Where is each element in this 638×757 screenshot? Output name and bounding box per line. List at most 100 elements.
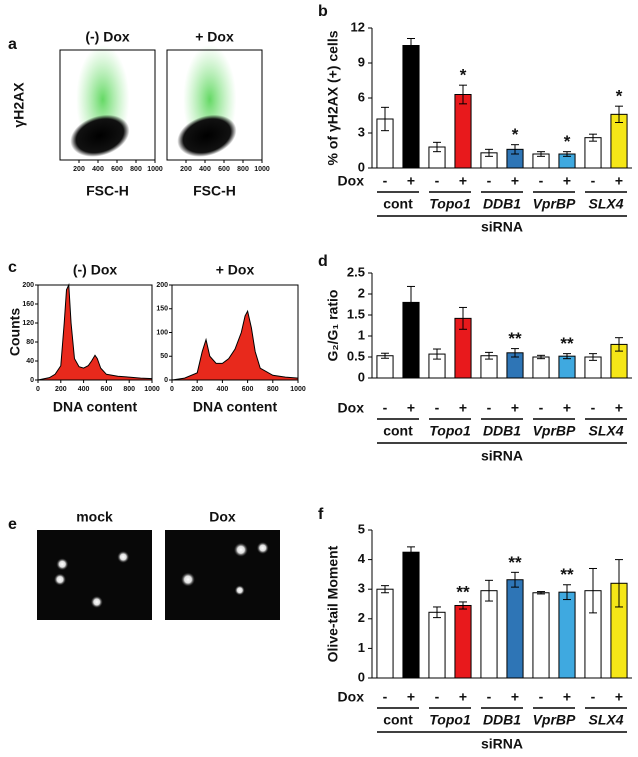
- error-bar: [459, 84, 467, 105]
- bar: [376, 588, 394, 679]
- error-bar: [459, 601, 467, 610]
- dox-sign: +: [615, 689, 623, 705]
- group-axis-label: siRNA: [481, 736, 523, 752]
- dox-sign: -: [591, 400, 596, 416]
- dox-sign: +: [459, 689, 467, 705]
- group-label: DDB1: [483, 196, 521, 212]
- x-tick-label: 1000: [254, 166, 270, 173]
- group-label: Topo1: [429, 423, 471, 439]
- comet: [56, 558, 69, 571]
- error-bar: [485, 579, 493, 602]
- group-label: DDB1: [483, 423, 521, 439]
- y-tick-label: 150: [156, 306, 168, 313]
- bar: [480, 590, 498, 679]
- dox-sign: -: [435, 689, 440, 705]
- x-tick-label: 200: [191, 386, 203, 393]
- group-label: SLX4: [588, 423, 623, 439]
- dox-sign: +: [407, 173, 415, 189]
- x-tick-label: 1000: [290, 386, 306, 393]
- y-axis-label: G₂/G₁ ratio: [325, 290, 341, 362]
- x-tick-label: 800: [130, 166, 142, 173]
- error-bar: [381, 585, 389, 594]
- dox-sign: -: [383, 400, 388, 416]
- dox-sign: -: [539, 689, 544, 705]
- y-tick-label: 160: [22, 301, 34, 308]
- significance: **: [508, 553, 522, 572]
- y-axis-label: Counts: [7, 308, 23, 356]
- significance: **: [560, 565, 574, 584]
- bar: [532, 592, 550, 679]
- x-tick-label: 600: [111, 166, 123, 173]
- error-bar: [485, 148, 493, 157]
- x-tick-label: 600: [101, 386, 113, 393]
- dox-sign: +: [459, 173, 467, 189]
- dox-sign: +: [511, 400, 519, 416]
- y-tick-label: 0: [358, 159, 365, 174]
- comet: [90, 596, 103, 608]
- significance: *: [616, 87, 623, 106]
- panel-letter: d: [318, 253, 328, 270]
- significance: **: [456, 582, 470, 601]
- error-bar: [563, 151, 571, 157]
- x-tick-label: 600: [242, 386, 254, 393]
- dox-sign: +: [407, 400, 415, 416]
- y-tick-label: 2.5: [347, 264, 365, 279]
- y-tick-label: 6: [358, 89, 365, 104]
- row-label: Dox: [338, 689, 365, 705]
- y-axis-label: γH2AX: [11, 82, 27, 128]
- plot-frame: [37, 284, 153, 381]
- group-label: DDB1: [483, 712, 521, 728]
- dox-sign: -: [591, 173, 596, 189]
- group-label: VprBP: [533, 423, 576, 439]
- x-tick-label: 800: [123, 386, 135, 393]
- plot-frame: [166, 49, 263, 161]
- panel-letter: b: [318, 3, 328, 20]
- panel-letter: c: [8, 259, 17, 276]
- group-label: VprBP: [533, 196, 576, 212]
- significance: *: [512, 125, 519, 144]
- bar: [428, 611, 446, 679]
- x-axis-label: DNA content: [193, 399, 278, 415]
- y-axis-label: % of γH2AX (+) cells: [325, 30, 341, 165]
- group-axis-label: siRNA: [481, 448, 523, 464]
- y-tick-label: 3: [358, 124, 365, 139]
- panel-title: mock: [76, 509, 113, 525]
- x-tick-label: 1000: [147, 166, 163, 173]
- y-tick-label: 0: [30, 377, 34, 384]
- y-tick-label: 200: [22, 282, 34, 289]
- black-cloud: [70, 114, 130, 157]
- error-bar: [459, 306, 467, 330]
- error-bar: [563, 584, 571, 601]
- error-bar: [511, 144, 519, 155]
- x-tick-label: 200: [180, 166, 192, 173]
- dox-sign: -: [591, 689, 596, 705]
- black-cloud: [177, 114, 237, 157]
- y-tick-label: 0: [358, 669, 365, 684]
- dox-sign: +: [511, 173, 519, 189]
- dox-sign: -: [539, 400, 544, 416]
- group-label: SLX4: [588, 196, 623, 212]
- y-tick-label: 2: [358, 610, 365, 625]
- comet: [117, 551, 130, 563]
- y-tick-label: 100: [156, 329, 168, 336]
- dox-sign: -: [539, 173, 544, 189]
- error-bar: [433, 606, 441, 619]
- x-axis-label: FSC-H: [193, 183, 236, 199]
- error-bar: [537, 591, 545, 595]
- histogram-area: [171, 309, 299, 381]
- panel-letter: f: [318, 506, 324, 523]
- dox-sign: +: [563, 400, 571, 416]
- bar: [558, 591, 576, 679]
- y-axis-label: Olive-tail Moment: [325, 545, 341, 662]
- error-bar: [589, 353, 597, 361]
- row-label: Dox: [338, 400, 365, 416]
- error-bar: [589, 567, 597, 614]
- error-bar: [563, 353, 571, 360]
- row-label: Dox: [338, 173, 365, 189]
- x-tick-label: 400: [199, 166, 211, 173]
- y-tick-label: 0: [164, 377, 168, 384]
- bar: [506, 579, 524, 679]
- bar: [558, 355, 576, 379]
- plot-frame: [59, 49, 156, 161]
- significance: **: [508, 329, 522, 348]
